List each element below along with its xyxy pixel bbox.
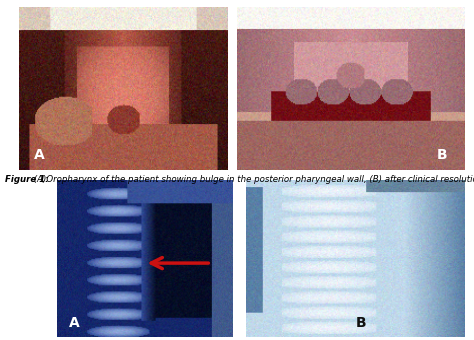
Text: (A)Oropharynx of the patient showing bulge in the posterior pharyngeal wall, (B): (A)Oropharynx of the patient showing bul… — [31, 175, 474, 184]
Text: B: B — [356, 316, 366, 330]
Text: B: B — [437, 148, 448, 162]
Text: A: A — [69, 316, 80, 330]
Text: Figure 1:: Figure 1: — [5, 175, 48, 184]
Text: A: A — [34, 148, 44, 162]
